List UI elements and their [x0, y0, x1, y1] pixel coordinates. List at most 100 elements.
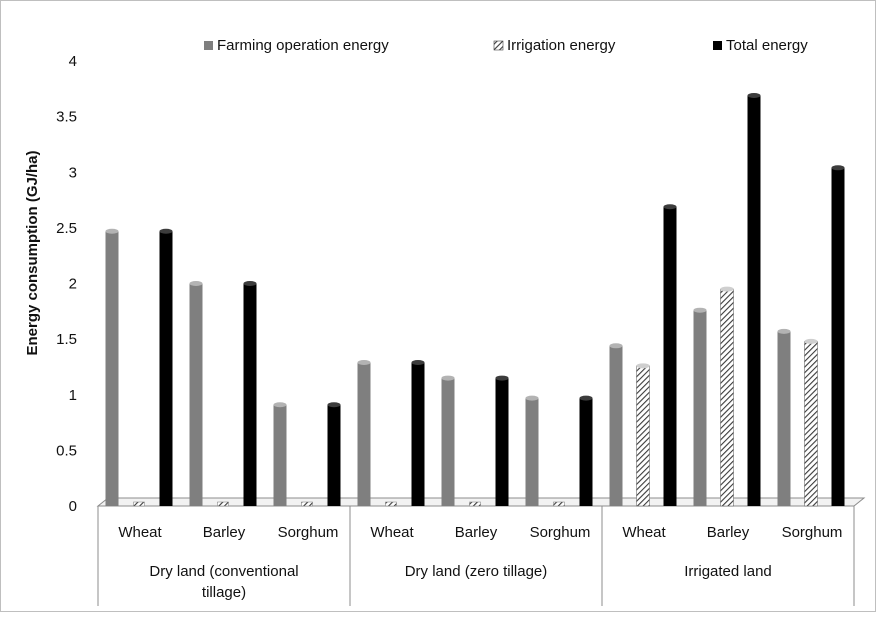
bar-body	[636, 365, 650, 507]
legend-swatch	[493, 40, 504, 51]
bar	[693, 307, 707, 506]
bar	[469, 501, 481, 507]
bar-cap	[693, 307, 707, 313]
bar	[133, 501, 145, 507]
category-label: Sorghum	[782, 524, 843, 541]
legend-label: Total energy	[726, 37, 808, 54]
legend-label: Irrigation energy	[507, 37, 616, 54]
bar	[609, 343, 623, 506]
y-tick-label: 2	[69, 276, 77, 293]
category-label: Barley	[455, 524, 498, 541]
bar	[189, 281, 203, 506]
bar	[411, 359, 425, 506]
bar	[636, 363, 650, 507]
legend: Farming operation energy Irrigation energ…	[204, 37, 808, 54]
bar-body	[495, 378, 509, 506]
bar-body	[243, 283, 257, 506]
legend-swatch	[204, 41, 213, 50]
bar-cap	[105, 228, 119, 234]
bar	[327, 402, 341, 506]
bar-cap	[663, 204, 677, 210]
category-label: Sorghum	[530, 524, 591, 541]
bar	[495, 375, 509, 506]
group-label: Dry land (conventional	[149, 563, 298, 580]
bar-cap	[243, 281, 257, 286]
bar-body	[747, 95, 761, 507]
bar-cap	[777, 328, 791, 334]
bar-body	[105, 231, 119, 506]
y-tick-label: 3.5	[56, 109, 77, 126]
bar-cap	[273, 402, 287, 408]
bar-cap	[831, 165, 845, 171]
bar-cap	[636, 363, 650, 369]
bar-body	[411, 362, 425, 506]
group-label: Dry land (zero tillage)	[405, 563, 548, 580]
bar-cap	[609, 343, 623, 349]
y-tick-label: 3	[69, 164, 77, 181]
bar-body	[525, 398, 539, 506]
bar-body	[159, 231, 173, 506]
bar	[357, 359, 371, 506]
bar-zero-stub	[301, 501, 313, 507]
y-tick-label: 4	[69, 53, 77, 70]
bar-body	[663, 206, 677, 507]
bar-cap	[159, 228, 173, 234]
bar-body	[357, 362, 371, 506]
bar-cap	[804, 338, 818, 344]
bar	[747, 92, 761, 507]
legend-label: Farming operation energy	[217, 37, 389, 54]
y-tick-label: 1	[69, 387, 77, 404]
category-label: Wheat	[622, 524, 666, 541]
bar	[105, 228, 119, 506]
bar-zero-stub	[217, 501, 229, 507]
bar	[831, 165, 845, 507]
bar-cap	[411, 359, 425, 365]
bar-cap	[720, 286, 734, 292]
bar	[159, 228, 173, 506]
bar-body	[804, 341, 818, 507]
bar-body	[273, 404, 287, 506]
y-axis-title: Energy consumption (GJ/ha)	[24, 150, 41, 355]
bar	[385, 501, 397, 507]
bar-body	[189, 283, 203, 506]
bar-body	[720, 288, 734, 507]
bar-body	[777, 331, 791, 506]
category-label: Barley	[203, 524, 246, 541]
bar-cap	[441, 375, 455, 381]
group-label: Irrigated land	[684, 563, 772, 580]
bar-body	[441, 378, 455, 506]
y-tick-label: 0.5	[56, 442, 77, 459]
bar-cap	[327, 402, 341, 408]
bar-zero-stub	[133, 501, 145, 507]
bar-cap	[495, 375, 509, 381]
bar	[243, 281, 257, 506]
bar-cap	[357, 359, 371, 365]
bar	[663, 204, 677, 507]
bar-zero-stub	[385, 501, 397, 507]
bar-body	[579, 398, 593, 506]
y-tick-label: 1.5	[56, 331, 77, 348]
bar-body	[693, 310, 707, 506]
y-tick-label: 2.5	[56, 220, 77, 237]
bar	[777, 328, 791, 506]
category-label: Barley	[707, 524, 750, 541]
bar-cap	[189, 281, 203, 286]
bar-body	[831, 167, 845, 507]
bar	[301, 501, 313, 507]
category-label: Wheat	[370, 524, 414, 541]
group-label: tillage)	[202, 584, 246, 601]
category-label: Wheat	[118, 524, 162, 541]
y-tick-label: 0	[69, 498, 77, 515]
bar-body	[609, 345, 623, 506]
bar	[579, 395, 593, 506]
bar	[804, 338, 818, 507]
plot-area: 0 0.5 1 1.5 2 2.5 3 3.5 4 Wheat Barley Sorghum Wheat…	[56, 53, 866, 606]
bar	[441, 375, 455, 506]
bar	[273, 402, 287, 506]
category-label: Sorghum	[278, 524, 339, 541]
bar-cap	[525, 395, 539, 401]
bar-cap	[747, 92, 761, 98]
